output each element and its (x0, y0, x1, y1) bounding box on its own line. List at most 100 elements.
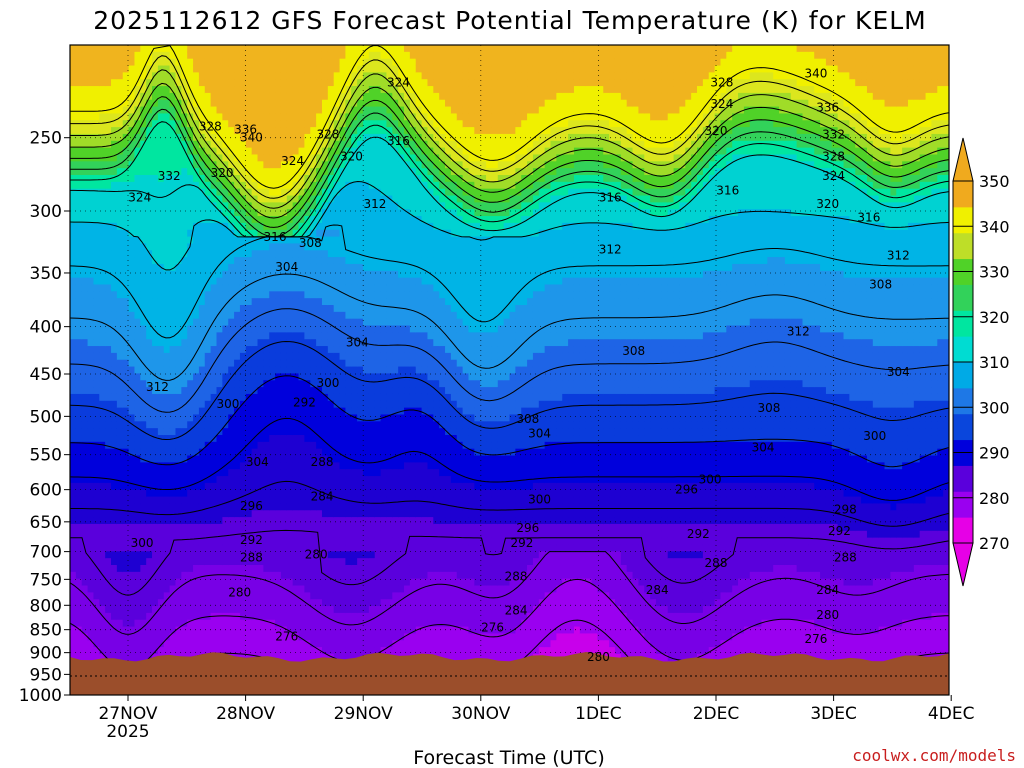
field-cell (327, 469, 335, 477)
field-cell (263, 517, 270, 525)
field-cell (327, 435, 335, 443)
field-cell (251, 469, 259, 477)
field-cell (345, 612, 352, 621)
field-cell (116, 373, 124, 381)
field-cell (175, 592, 182, 600)
field-cell (222, 250, 229, 258)
field-cell (87, 243, 95, 251)
field-cell (111, 168, 118, 176)
field-cell (310, 175, 317, 183)
field-cell (357, 592, 364, 600)
field-cell (75, 86, 83, 94)
field-cell (251, 571, 259, 580)
field-cell (128, 455, 136, 463)
field-cell (304, 222, 311, 231)
field-cell (245, 161, 253, 169)
field-cell (351, 127, 358, 135)
field-cell (204, 441, 212, 450)
field-cell (257, 592, 264, 600)
field-cell (169, 127, 177, 135)
field-cell (105, 346, 112, 354)
field-cell (87, 585, 95, 593)
field-cell (157, 243, 165, 251)
field-cell (122, 195, 130, 203)
field-cell (263, 311, 270, 320)
field-cell (368, 339, 376, 347)
field-cell (339, 393, 347, 402)
field-cell (157, 606, 165, 614)
field-cell (257, 619, 264, 628)
field-cell (75, 168, 83, 176)
field-cell (75, 421, 83, 429)
field-cell (134, 448, 141, 457)
field-cell (333, 441, 341, 450)
field-cell (263, 571, 270, 580)
field-cell (169, 489, 177, 498)
field-cell (368, 578, 376, 587)
field-cell (111, 414, 118, 422)
field-cell (351, 277, 358, 286)
field-cell (105, 161, 112, 169)
field-cell (134, 366, 141, 375)
field-cell (368, 606, 376, 614)
field-cell (286, 127, 294, 135)
field-cell (163, 476, 171, 484)
field-cell (298, 346, 305, 354)
field-cell (128, 647, 136, 655)
field-cell (111, 332, 118, 340)
field-cell (216, 421, 223, 429)
field-cell (146, 592, 153, 600)
field-cell (169, 633, 177, 641)
field-cell (105, 558, 112, 566)
field-cell (70, 510, 77, 518)
field-cell (234, 277, 241, 286)
field-cell (75, 489, 83, 498)
field-cell (357, 99, 364, 108)
field-cell (363, 606, 370, 614)
field-cell (327, 414, 335, 422)
field-cell (310, 325, 317, 333)
field-cell (146, 263, 153, 272)
field-cell (187, 359, 194, 368)
field-cell (298, 51, 305, 60)
field-cell (152, 346, 159, 354)
field-cell (234, 92, 241, 101)
field-cell (181, 51, 188, 60)
field-cell (146, 571, 153, 580)
field-cell (99, 530, 106, 539)
field-cell (140, 571, 147, 580)
field-cell (304, 530, 311, 539)
field-cell (70, 558, 77, 566)
field-cell (269, 79, 276, 87)
field-cell (275, 599, 282, 607)
field-cell (216, 65, 223, 73)
field-cell (99, 250, 106, 258)
field-cell (111, 79, 118, 87)
field-cell (234, 79, 241, 87)
field-cell (134, 373, 141, 381)
field-cell (99, 127, 106, 135)
field-cell (105, 270, 112, 279)
field-cell (81, 585, 89, 593)
field-cell (99, 359, 106, 368)
field-cell (339, 188, 347, 197)
field-cell (257, 435, 264, 443)
field-cell (87, 441, 95, 450)
field-cell (234, 455, 241, 463)
field-cell (222, 537, 229, 546)
field-cell (292, 236, 300, 245)
field-cell (210, 585, 218, 593)
field-cell (105, 209, 112, 217)
field-cell (257, 558, 264, 566)
field-cell (157, 58, 165, 67)
field-cell (263, 537, 270, 546)
field-cell (169, 606, 177, 614)
field-cell (263, 462, 270, 470)
field-cell (228, 393, 235, 402)
field-cell (146, 537, 153, 546)
field-cell (87, 339, 95, 347)
field-cell (75, 393, 83, 402)
field-cell (146, 305, 153, 313)
field-cell (292, 120, 300, 128)
field-cell (105, 318, 112, 327)
